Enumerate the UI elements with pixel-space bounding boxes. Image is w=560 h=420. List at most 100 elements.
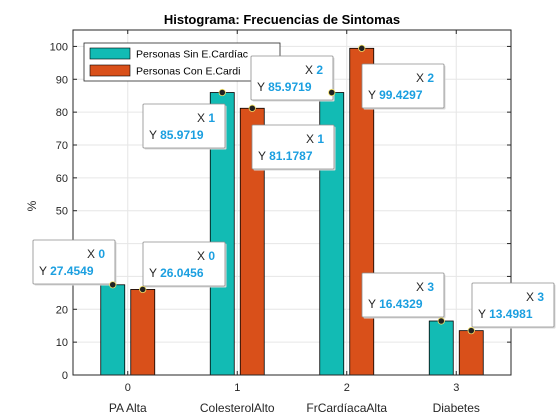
x-category-label: Diabetes (433, 401, 480, 415)
datatip-y-line: Y 99.4297 (368, 88, 423, 102)
datatip-y-line: Y 26.0456 (149, 266, 204, 280)
datatip-x-line: X 2 (416, 71, 434, 85)
datatip-box (471, 282, 555, 328)
datatip: X 1 Y 85.9719 (142, 103, 227, 150)
y-tick-label: 100 (50, 41, 68, 53)
datatip-x-label: X (416, 280, 427, 294)
y-tick-label: 50 (56, 206, 68, 218)
x-category-label: ColesterolAlto (200, 401, 275, 415)
datatip-y-label: Y (368, 88, 379, 102)
datatip-x-label: X (526, 290, 537, 304)
datatip-x-value: 0 (98, 247, 105, 261)
datatip-y-value: 13.4981 (489, 307, 533, 321)
datatip-marker (139, 285, 147, 294)
datatip-marker (467, 327, 475, 335)
axes-layer: 01020304050607080901000PA Alta1Colestero… (50, 29, 512, 415)
datatip-marker (248, 104, 256, 112)
datatip-marker (437, 317, 445, 325)
x-category-label: FrCardíacaAlta (306, 401, 387, 415)
x-tick-label: 0 (125, 382, 131, 394)
datatip: X 3 Y 16.4329 (361, 272, 446, 319)
datatip-x-line: X 0 (87, 247, 105, 261)
datatip-x-value: 2 (316, 63, 323, 77)
datatip-y-label: Y (257, 80, 268, 94)
x-category-label: PA Alta (109, 401, 147, 415)
datatip: X 0 Y 26.0456 (142, 241, 227, 288)
datatip-y-line: Y 27.4549 (39, 264, 94, 278)
datatip-x-line: X 2 (305, 63, 323, 77)
datatip-y-label: Y (149, 128, 160, 142)
datatip-x-value: 1 (208, 111, 215, 125)
datatip-x-line: X 0 (197, 249, 215, 263)
datatip: X 2 Y 85.9719 (250, 55, 335, 102)
y-tick-label: 10 (56, 337, 68, 349)
datatip-y-label: Y (478, 307, 489, 321)
legend-swatch (89, 64, 131, 77)
datatip-box (251, 124, 335, 170)
legend-swatch (89, 47, 131, 60)
x-tick-label: 2 (344, 382, 350, 394)
datatip-x-label: X (197, 249, 208, 263)
bar (130, 289, 156, 376)
datatip-marker (218, 88, 226, 97)
datatip-y-line: Y 81.1787 (258, 149, 313, 163)
datatip-y-value: 85.9719 (268, 80, 312, 94)
datatip-marker (328, 88, 336, 97)
legend-entry: Personas Con E.Cardi (136, 66, 240, 78)
datatip-y-line: Y 16.4329 (368, 297, 423, 311)
datatip-y-label: Y (368, 297, 379, 311)
datatip-x-line: X 1 (197, 111, 215, 125)
datatip-box (250, 55, 334, 101)
datatip-x-value: 3 (537, 290, 544, 304)
datatip-x-line: X 1 (306, 132, 324, 146)
datatip-y-label: Y (39, 264, 50, 278)
bar (428, 320, 454, 376)
y-tick-label: 20 (56, 304, 68, 316)
datatip-box (142, 103, 226, 149)
datatip-x-label: X (87, 247, 98, 261)
datatip-y-line: Y 13.4981 (478, 307, 533, 321)
axes-box (72, 29, 512, 376)
y-tick-label: 70 (56, 140, 68, 152)
datatip-y-line: Y 85.9719 (149, 128, 204, 142)
datatip-x-value: 3 (427, 280, 434, 294)
datatip-marker (358, 44, 366, 52)
datatip-y-value: 27.4549 (50, 264, 94, 278)
datatip-y-value: 99.4297 (379, 88, 423, 102)
legend: Personas Sin E.Cardíac Personas Con E.Car… (83, 42, 281, 82)
datatip-x-line: X 3 (416, 280, 434, 294)
datatip-box (32, 239, 116, 285)
datatip-box (361, 272, 445, 318)
datatip-y-value: 81.1787 (269, 149, 313, 163)
datatip-x-value: 1 (317, 132, 324, 146)
x-tick-label: 3 (453, 382, 459, 394)
datatip-box (142, 241, 226, 287)
bar (100, 284, 126, 376)
chart-title: Histograma: Frecuencias de Sintomas (164, 12, 400, 27)
datatip-box (361, 63, 445, 109)
datatip-y-value: 16.4329 (379, 297, 423, 311)
datatip-y-value: 26.0456 (160, 266, 204, 280)
datatip-x-line: X 3 (526, 290, 544, 304)
datatip-y-line: Y 85.9719 (257, 80, 312, 94)
legend-entry: Personas Sin E.Cardíac (136, 49, 248, 61)
datatip-y-label: Y (258, 149, 269, 163)
y-tick-label: 80 (56, 107, 68, 119)
datatip-x-label: X (305, 63, 316, 77)
datatip-x-label: X (197, 111, 208, 125)
datatip: X 3 Y 13.4981 (471, 282, 556, 329)
datatip: X 2 Y 99.4297 (361, 63, 446, 110)
datatip-x-value: 2 (427, 71, 434, 85)
datatip-x-value: 0 (208, 249, 215, 263)
y-axis-label: % (25, 200, 39, 211)
y-tick-label: 90 (56, 74, 68, 86)
datatip-y-label: Y (149, 266, 160, 280)
datatip-marker (109, 281, 117, 289)
x-tick-label: 1 (234, 382, 240, 394)
y-tick-label: 0 (62, 370, 68, 382)
datatip: X 0 Y 27.4549 (32, 239, 117, 286)
datatip-x-label: X (416, 71, 427, 85)
bar (458, 330, 484, 376)
